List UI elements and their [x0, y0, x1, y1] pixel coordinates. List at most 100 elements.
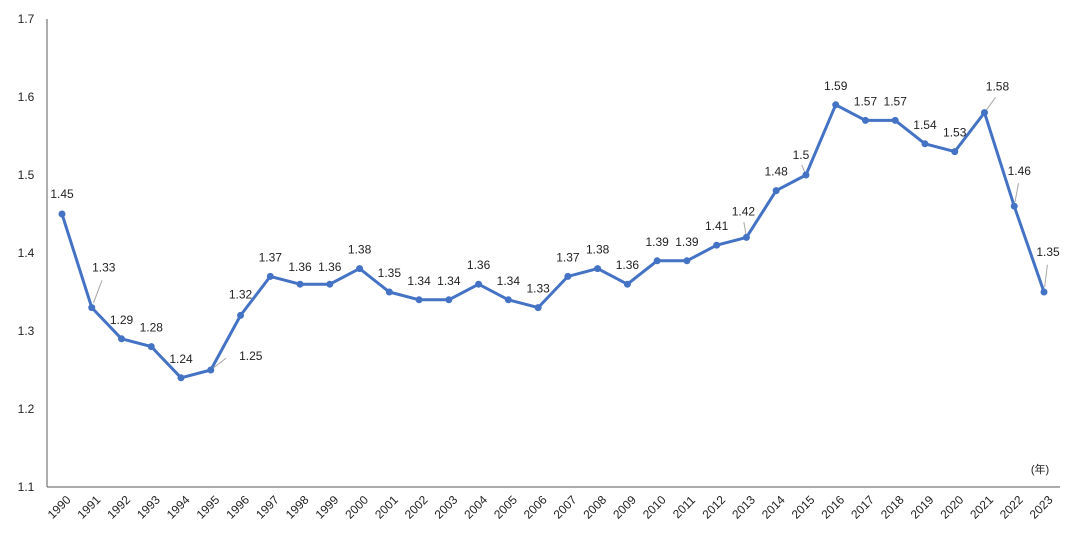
- data-point: [58, 210, 66, 218]
- x-tick-label: 1998: [283, 493, 312, 522]
- x-tick-label: 2005: [491, 493, 520, 522]
- data-label: 1.57: [854, 94, 878, 108]
- data-point: [832, 101, 840, 109]
- leader-line: [743, 222, 747, 235]
- x-tick-label: 1995: [194, 493, 223, 522]
- data-label: 1.36: [318, 260, 342, 274]
- data-point: [772, 187, 780, 195]
- x-tick-label: 2004: [461, 493, 490, 522]
- data-label: 1.34: [437, 274, 461, 288]
- y-tick-label: 1.4: [18, 246, 35, 260]
- data-label: 1.54: [913, 118, 937, 132]
- data-point: [237, 311, 245, 319]
- data-label: 1.36: [288, 260, 312, 274]
- leader-line: [1014, 183, 1019, 203]
- data-point: [415, 296, 423, 304]
- data-label: 1.58: [986, 80, 1010, 94]
- data-label: 1.28: [140, 321, 164, 335]
- y-tick-label: 1.3: [18, 324, 35, 338]
- data-label: 1.36: [616, 258, 640, 272]
- x-tick-label: 2000: [342, 493, 371, 522]
- data-label: 1.29: [110, 313, 134, 327]
- data-point: [177, 374, 185, 382]
- data-label: 1.38: [348, 243, 372, 257]
- data-points: [58, 101, 1048, 382]
- data-point: [653, 257, 661, 265]
- x-tick-label: 2016: [818, 493, 847, 522]
- data-point: [921, 140, 929, 148]
- x-tick-label: 2023: [1027, 493, 1056, 522]
- data-point: [445, 296, 453, 304]
- data-label: 1.35: [1036, 245, 1060, 259]
- leader-line: [213, 357, 227, 369]
- x-tick-label: 2003: [432, 493, 461, 522]
- x-tick-label: 2013: [729, 493, 758, 522]
- data-point: [266, 272, 274, 280]
- data-label: 1.37: [259, 250, 283, 264]
- x-tick-label: 2021: [967, 493, 996, 522]
- data-label: 1.5: [793, 148, 810, 162]
- data-point: [385, 288, 393, 296]
- label-leader-lines: [93, 97, 1048, 369]
- x-tick-label: 1990: [45, 493, 74, 522]
- data-label: 1.25: [239, 349, 263, 363]
- data-label: 1.46: [1008, 164, 1032, 178]
- data-label: 1.39: [675, 235, 699, 249]
- data-label: 1.41: [705, 219, 729, 233]
- x-tick-label: 1993: [134, 493, 163, 522]
- data-label: 1.32: [229, 287, 253, 301]
- data-point: [564, 272, 572, 280]
- x-tick-label: 2008: [580, 493, 609, 522]
- data-point: [594, 265, 602, 273]
- data-point: [742, 233, 750, 241]
- data-label: 1.34: [407, 274, 431, 288]
- x-tick-label: 1997: [253, 493, 282, 522]
- y-tick-label: 1.2: [18, 402, 35, 416]
- x-tick-label: 2015: [789, 493, 818, 522]
- data-label: 1.35: [378, 266, 402, 280]
- data-point: [118, 335, 126, 343]
- x-tick-label: 2007: [551, 493, 580, 522]
- data-label: 1.53: [943, 126, 967, 140]
- y-tick-label: 1.7: [18, 12, 35, 26]
- data-point: [683, 257, 691, 265]
- data-point: [891, 116, 899, 124]
- data-label: 1.34: [497, 274, 521, 288]
- series-line: [60, 103, 1046, 380]
- leader-line: [986, 97, 996, 111]
- data-label: 1.24: [169, 352, 193, 366]
- x-tick-label: 2017: [848, 493, 877, 522]
- x-tick-label: 1999: [313, 493, 342, 522]
- data-point: [147, 343, 155, 351]
- x-axis-unit-label: (年): [1031, 462, 1049, 476]
- data-label: 1.39: [645, 235, 669, 249]
- data-label: 1.33: [526, 282, 550, 296]
- data-label: 1.36: [467, 258, 491, 272]
- x-tick-label: 2018: [878, 493, 907, 522]
- data-point: [207, 366, 215, 374]
- data-point: [623, 280, 631, 288]
- data-point: [1010, 202, 1018, 210]
- x-tick-label: 2012: [699, 493, 728, 522]
- data-point: [1040, 288, 1048, 296]
- data-label: 1.48: [765, 165, 789, 179]
- data-labels: 1.45 1.33 1.29 1.28 1.24 1.25 1.32 1.37 1.36 1.36…: [50, 79, 1060, 366]
- x-tick-label: 1992: [104, 493, 133, 522]
- data-label: 1.37: [556, 250, 580, 264]
- x-tick-label: 2006: [521, 493, 550, 522]
- x-tick-label: 1991: [75, 493, 104, 522]
- data-point: [88, 304, 96, 312]
- data-label: 1.33: [92, 261, 116, 275]
- data-point: [951, 148, 959, 156]
- data-point: [504, 296, 512, 304]
- data-point: [326, 280, 334, 288]
- series-line-path: [60, 103, 1046, 380]
- x-axis-ticks: 1990 1991 1992 1993 1994 1995 1996 1997 1998 1999…: [45, 493, 1056, 522]
- x-tick-label: 2022: [997, 493, 1026, 522]
- data-point: [296, 280, 304, 288]
- x-tick-label: 2001: [372, 493, 401, 522]
- x-tick-label: 2009: [610, 493, 639, 522]
- x-tick-label: 2014: [759, 493, 788, 522]
- y-tick-label: 1.6: [18, 90, 35, 104]
